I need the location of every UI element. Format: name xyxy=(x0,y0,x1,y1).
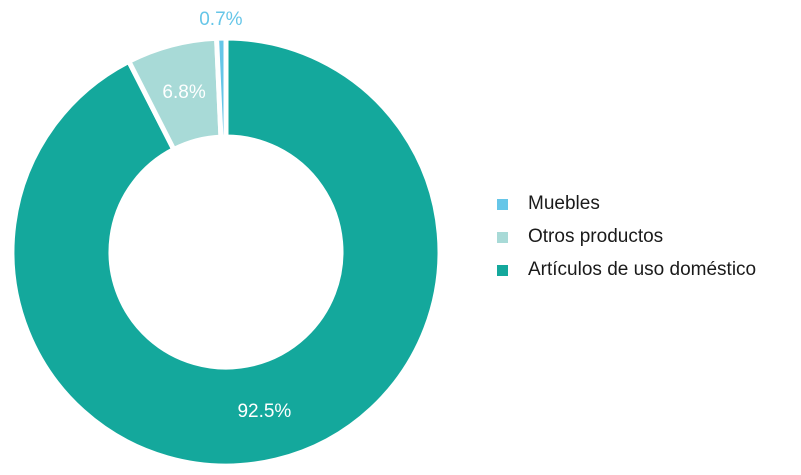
legend-label-otros-productos: Otros productos xyxy=(528,226,663,247)
legend-swatch-muebles xyxy=(497,199,508,210)
donut-slices xyxy=(9,35,443,469)
legend-swatch-articulos-de-uso-domestico xyxy=(497,265,508,276)
slice-articulos-de-uso-domestico xyxy=(9,35,443,469)
legend: Muebles Otros productos Artículos de uso d… xyxy=(497,193,756,280)
legend-label-articulos-de-uso-domestico: Artículos de uso doméstico xyxy=(528,259,756,280)
slice-label-otros-productos: 6.8% xyxy=(162,82,205,103)
slice-labels: 92.5% 6.8% 0.7% xyxy=(162,9,291,422)
legend-swatch-otros-productos xyxy=(497,232,508,243)
slice-label-muebles: 0.7% xyxy=(199,9,242,30)
legend-label-muebles: Muebles xyxy=(528,193,600,214)
slice-label-articulos-de-uso-domestico: 92.5% xyxy=(237,401,291,422)
slice-muebles xyxy=(213,35,229,140)
